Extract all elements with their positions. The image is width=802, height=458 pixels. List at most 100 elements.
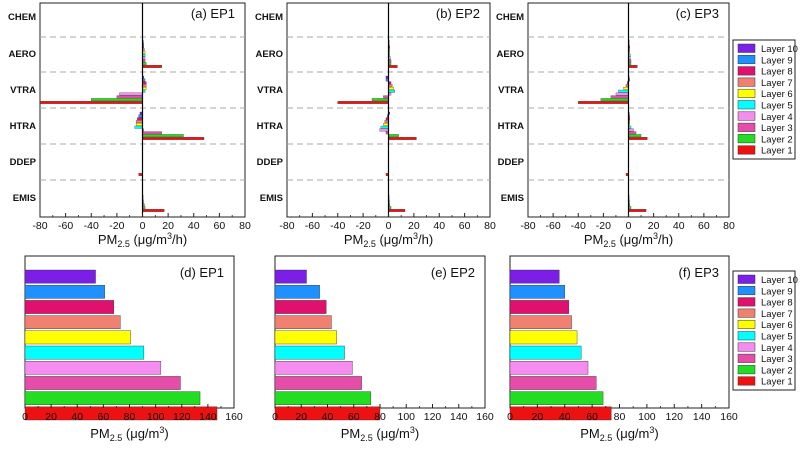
- bar-layer-6-htra: [383, 123, 389, 126]
- legend-label: Layer 2: [761, 365, 793, 376]
- legend-swatch: [737, 274, 756, 284]
- x-axis-label: PM2.5 (μg/m3/h): [584, 231, 673, 249]
- x-tick-label: 80: [614, 411, 626, 423]
- legend-swatch: [737, 331, 756, 341]
- bar-layer-8-htra: [137, 117, 143, 121]
- bar-layer-7-htra: [135, 120, 143, 124]
- legend-swatch: [737, 66, 756, 76]
- x-tick-label: 120: [173, 411, 191, 423]
- legend-label: Layer 10: [761, 275, 798, 286]
- legend-swatch: [737, 43, 756, 53]
- bar-layer-6-vtra: [623, 87, 629, 90]
- x-tick-label: 60: [586, 411, 598, 423]
- bar-layer-3-vtra: [610, 95, 629, 99]
- bar-layer-1-emis: [628, 209, 647, 212]
- bar-layer-4: [24, 361, 162, 375]
- x-tick-label: 60: [459, 220, 471, 232]
- bar-layer-5-htra: [380, 125, 389, 129]
- bar-layer-8: [509, 300, 570, 314]
- legend-swatch: [737, 122, 756, 132]
- x-tick-label: 20: [408, 220, 420, 232]
- x-tick-label: 0: [386, 220, 392, 232]
- legend-label: Layer 6: [761, 320, 793, 331]
- x-tick-label: 40: [322, 411, 334, 423]
- x-tick-label: 40: [433, 220, 445, 232]
- process-panel-2: CHEM AERO VTRA HTRA DDEP EMIS -80 -60 -40 -20 0 20 4…: [255, 2, 496, 232]
- x-tick-label: 0: [22, 411, 28, 423]
- x-tick-label: 60: [348, 411, 360, 423]
- layer-panel-2: 0 20 40 60 80 100 120 140 160 (e) EP2: [272, 255, 494, 423]
- x-axis-label: PM2.5 (μg/m3): [90, 425, 168, 443]
- legend-label: Layer 9: [761, 286, 793, 297]
- bar-layer-10: [24, 269, 96, 284]
- legend-swatch: [737, 88, 756, 98]
- category-label: VTRA: [257, 85, 283, 96]
- bar-layer-4-htra: [379, 128, 389, 132]
- legend-label: Layer 1: [761, 377, 793, 388]
- bar-layer-1-aero: [628, 65, 638, 68]
- category-label: CHEM: [496, 12, 524, 23]
- x-tick-label: 140: [693, 411, 711, 423]
- x-axis-label: PM2.5 (μg/m3): [580, 425, 658, 443]
- bar-layer-6: [274, 330, 337, 345]
- bar-layer-1-aero: [388, 65, 398, 68]
- bar-layer-7: [509, 315, 572, 330]
- bar-layer-6-htra: [135, 123, 143, 126]
- legend-label: Layer 7: [761, 309, 793, 320]
- x-tick-label: 20: [45, 411, 57, 423]
- legend-swatch: [737, 134, 756, 144]
- legend-swatch: [737, 319, 756, 329]
- bar-layer-1-emis: [142, 209, 165, 212]
- category-label: CHEM: [8, 12, 36, 23]
- x-tick-label: 20: [648, 220, 660, 232]
- bar-layer-8: [274, 300, 327, 314]
- bar-layer-10: [274, 269, 307, 284]
- panel-title: (b) EP2: [436, 6, 480, 21]
- x-tick-label: 100: [638, 411, 656, 423]
- bar-layer-2: [24, 391, 201, 406]
- x-tick-label: -80: [279, 220, 294, 232]
- bar-layer-1-aero: [142, 65, 162, 68]
- x-tick-label: 40: [71, 411, 83, 423]
- x-tick-label: 40: [188, 220, 200, 232]
- legend-swatch: [737, 286, 756, 296]
- legend-label: Layer 4: [761, 112, 793, 123]
- bar-layer-6: [509, 330, 578, 345]
- x-axis-label: PM2.5 (μg/m3/h): [344, 231, 433, 249]
- legend-swatch: [737, 77, 756, 87]
- x-tick-label: 80: [723, 220, 735, 232]
- x-tick-label: 100: [397, 411, 415, 423]
- legend-label: Layer 8: [761, 298, 793, 309]
- bar-layer-1-vtra: [578, 101, 629, 104]
- bar-layer-9: [24, 285, 105, 299]
- x-tick-label: 100: [147, 411, 165, 423]
- category-label: DDEP: [257, 157, 284, 168]
- legend-swatch: [737, 376, 756, 386]
- bar-layer-3-htra: [628, 131, 637, 135]
- bar-layer-1: [509, 406, 612, 421]
- x-axis-label: PM2.5 (μg/m3/h): [98, 231, 187, 249]
- x-tick-label: 0: [140, 220, 146, 232]
- layer-panel-3: 0 20 40 60 80 100 120 140 160 (f) EP3: [507, 255, 738, 423]
- panel-title: (f) EP3: [679, 265, 719, 280]
- bar-layer-9: [274, 285, 320, 299]
- x-tick-label: -20: [596, 220, 611, 232]
- legend-label: Layer 3: [761, 123, 793, 134]
- legend-swatch: [737, 353, 756, 363]
- bar-layer-4-htra: [628, 128, 634, 132]
- bar-layer-2-vtra: [600, 98, 629, 102]
- category-label: HTRA: [257, 121, 284, 132]
- bar-layer-2: [509, 391, 604, 406]
- legend-label: Layer 5: [761, 332, 793, 343]
- bar-layer-3: [274, 376, 362, 390]
- bar-layer-3: [24, 376, 181, 390]
- process-panel-1: CHEM AERO VTRA HTRA DDEP EMIS -80 -60 -40 -20 0 20 4…: [8, 2, 251, 232]
- x-tick-label: 40: [559, 411, 571, 423]
- bar-layer-5-htra: [134, 125, 143, 129]
- category-label: AERO: [497, 49, 524, 60]
- x-tick-label: 20: [162, 220, 174, 232]
- legend-swatch: [737, 111, 756, 121]
- x-tick-label: -80: [520, 220, 535, 232]
